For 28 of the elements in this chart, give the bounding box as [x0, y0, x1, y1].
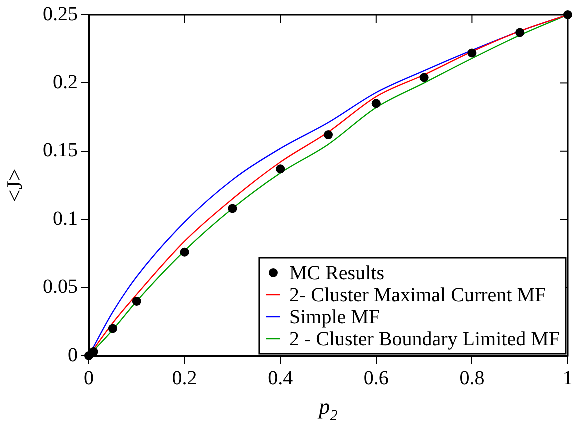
point [324, 130, 333, 140]
point [276, 164, 286, 174]
point [180, 248, 190, 257]
point [108, 324, 118, 334]
point [89, 347, 98, 356]
x-tick-label: 0.4 [268, 367, 294, 390]
point [516, 28, 525, 38]
point [372, 99, 381, 108]
x-tick-label: 0.6 [364, 367, 389, 390]
point [468, 48, 477, 58]
y-tick-label: 0.15 [43, 140, 78, 162]
legend-label: MC Results [289, 262, 385, 284]
y-tick-label: 0 [68, 344, 78, 366]
y-tick-label: 0.1 [53, 208, 78, 230]
x-tick-label: 0.2 [172, 367, 198, 390]
y-tick-label: 0.05 [43, 276, 78, 298]
y-tick-label: 0.2 [53, 71, 78, 94]
legend-label: Simple MF [289, 306, 380, 328]
point [420, 73, 429, 82]
x-tick-label: 1 [563, 367, 573, 390]
point [132, 296, 142, 306]
x-tick-label: 0 [84, 367, 94, 390]
point [228, 204, 238, 214]
legend-label: 2 - Cluster Boundary Limited MF [289, 328, 560, 350]
y-tick-label: 0.25 [43, 3, 78, 26]
x-tick-label: 0.8 [460, 367, 485, 390]
y-axis-title: <J> [2, 168, 27, 202]
legend-label: 2- Cluster Maximal Current MF [289, 284, 546, 306]
